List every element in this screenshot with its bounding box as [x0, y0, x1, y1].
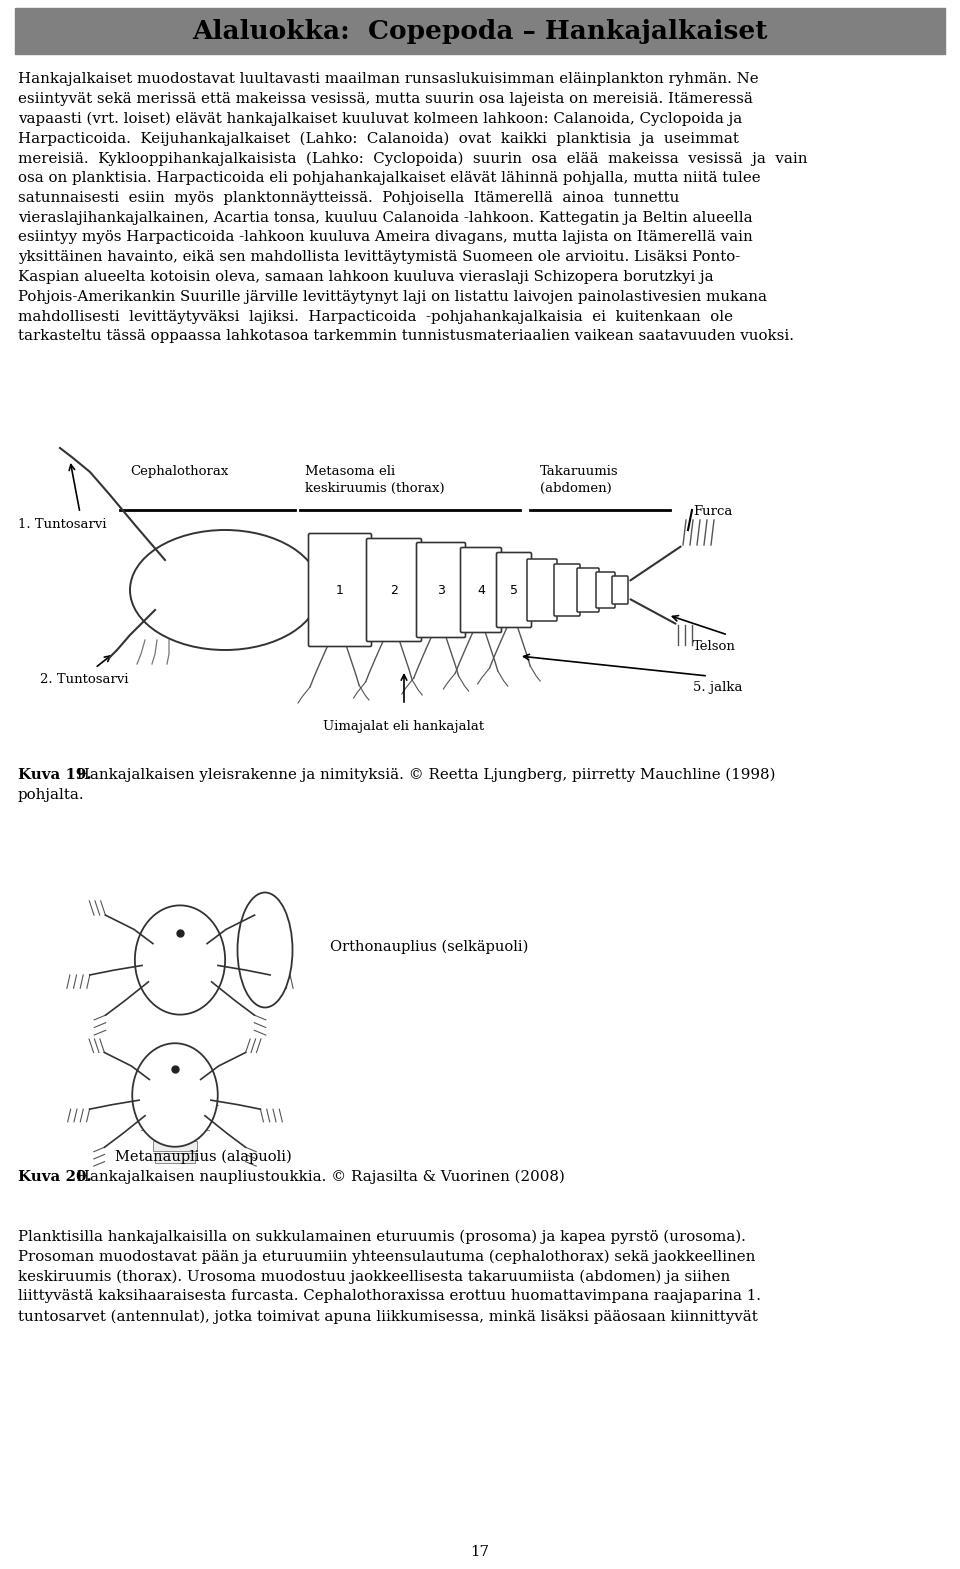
Text: keskiruumis (thorax). Urosoma muodostuu jaokkeellisesta takaruumiista (abdomen) : keskiruumis (thorax). Urosoma muodostuu … [18, 1269, 731, 1283]
Ellipse shape [130, 530, 320, 650]
Bar [153, 1141, 197, 1150]
Text: Takaruumis: Takaruumis [540, 464, 618, 479]
Text: tarkasteltu tässä oppaassa lahkotasoa tarkemmin tunnistusmateriaalien vaikean sa: tarkasteltu tässä oppaassa lahkotasoa ta… [18, 329, 794, 344]
FancyBboxPatch shape [527, 559, 557, 621]
Text: Planktisilla hankajalkaisilla on sukkulamainen eturuumis (prosoma) ja kapea pyrs: Planktisilla hankajalkaisilla on sukkula… [18, 1230, 746, 1244]
Text: Telson: Telson [693, 640, 736, 653]
FancyBboxPatch shape [596, 573, 615, 609]
Text: Uimajalat eli hankajalat: Uimajalat eli hankajalat [324, 720, 485, 733]
Text: Kuva 19.: Kuva 19. [18, 767, 91, 781]
Bar [151, 1128, 199, 1138]
Ellipse shape [134, 905, 226, 1015]
Text: Cephalothorax: Cephalothorax [130, 464, 228, 479]
Text: Orthonauplius (selkäpuoli): Orthonauplius (selkäpuoli) [330, 940, 528, 954]
Text: Metanauplius (alapuoli): Metanauplius (alapuoli) [115, 1150, 292, 1164]
Text: 3: 3 [437, 584, 444, 596]
Text: Hankajalkaisen yleisrakenne ja nimityksiä. © Reetta Ljungberg, piirretty Mauchli: Hankajalkaisen yleisrakenne ja nimityksi… [72, 767, 776, 783]
Text: (abdomen): (abdomen) [540, 482, 612, 494]
Text: esiintyy myös Harpacticoida -lahkoon kuuluva Ameira divagans, mutta lajista on I: esiintyy myös Harpacticoida -lahkoon kuu… [18, 231, 753, 245]
Text: Furca: Furca [693, 505, 732, 518]
Text: mahdollisesti  levittäytyväksi  lajiksi.  Harpacticoida  -pohjahankajalkaisia  e: mahdollisesti levittäytyväksi lajiksi. H… [18, 309, 733, 323]
Text: Hankajalkaisen naupliustoukkia. © Rajasilta & Vuorinen (2008): Hankajalkaisen naupliustoukkia. © Rajasi… [72, 1170, 564, 1185]
Text: Kaspian alueelta kotoisin oleva, samaan lahkoon kuuluva vieraslaji Schizopera bo: Kaspian alueelta kotoisin oleva, samaan … [18, 270, 713, 284]
Text: 4: 4 [477, 584, 485, 596]
Text: Alaluokka:  Copepoda – Hankajalkaiset: Alaluokka: Copepoda – Hankajalkaiset [192, 19, 768, 44]
Text: vieraslajihankajalkainen, Acartia tonsa, kuuluu Calanoida -lahkoon. Kattegatin j: vieraslajihankajalkainen, Acartia tonsa,… [18, 210, 753, 224]
Text: 5: 5 [510, 584, 518, 596]
Text: tuntosarvet (antennulat), jotka toimivat apuna liikkumisessa, minkä lisäksi pääo: tuntosarvet (antennulat), jotka toimivat… [18, 1309, 757, 1324]
Text: esiintyvät sekä merissä että makeissa vesissä, mutta suurin osa lajeista on mere: esiintyvät sekä merissä että makeissa ve… [18, 93, 753, 105]
Text: 2. Tuntosarvi: 2. Tuntosarvi [40, 673, 129, 686]
Ellipse shape [237, 893, 293, 1007]
Bar [155, 1153, 195, 1163]
Bar [150, 1116, 201, 1125]
Bar [15, 8, 945, 53]
FancyBboxPatch shape [417, 543, 466, 637]
Text: Kuva 20.: Kuva 20. [18, 1170, 92, 1185]
Text: satunnaisesti  esiin  myös  planktonnäytteissä.  Pohjoisella  Itämerellä  ainoa : satunnaisesti esiin myös planktonnäyttei… [18, 191, 680, 206]
Text: Pohjois-Amerikankin Suurille järville levittäytynyt laji on listattu laivojen pa: Pohjois-Amerikankin Suurille järville le… [18, 290, 767, 304]
FancyBboxPatch shape [461, 548, 501, 632]
Text: 2: 2 [390, 584, 398, 596]
Text: yksittäinen havainto, eikä sen mahdollista levittäytymistä Suomeen ole arvioitu.: yksittäinen havainto, eikä sen mahdollis… [18, 249, 740, 264]
Text: liittyvästä kaksihaaraisesta furcasta. Cephalothoraxissa erottuu huomattavimpana: liittyvästä kaksihaaraisesta furcasta. C… [18, 1290, 761, 1304]
FancyBboxPatch shape [577, 568, 599, 612]
FancyBboxPatch shape [612, 576, 628, 604]
Text: 17: 17 [470, 1545, 490, 1560]
Text: mereisiä.  Kyklooppihankajalkaisista  (Lahko:  Cyclopoida)  suurin  osa  elää  m: mereisiä. Kyklooppihankajalkaisista (Lah… [18, 151, 807, 166]
Ellipse shape [132, 1043, 218, 1147]
Text: Harpacticoida.  Keijuhankajalkaiset  (Lahko:  Calanoida)  ovat  kaikki  planktis: Harpacticoida. Keijuhankajalkaiset (Lahk… [18, 132, 739, 146]
Text: Metasoma eli: Metasoma eli [305, 464, 396, 479]
FancyBboxPatch shape [496, 552, 532, 628]
Text: 1. Tuntosarvi: 1. Tuntosarvi [18, 518, 107, 530]
FancyBboxPatch shape [367, 538, 421, 642]
Text: keskiruumis (thorax): keskiruumis (thorax) [305, 482, 444, 494]
Text: Hankajalkaiset muodostavat luultavasti maailman runsaslukuisimman eläinplankton : Hankajalkaiset muodostavat luultavasti m… [18, 72, 758, 86]
FancyBboxPatch shape [308, 533, 372, 646]
FancyBboxPatch shape [554, 563, 580, 617]
Text: Prosoman muodostavat pään ja eturuumiin yhteensulautuma (cephalothorax) sekä jao: Prosoman muodostavat pään ja eturuumiin … [18, 1250, 756, 1265]
Text: pohjalta.: pohjalta. [18, 788, 84, 802]
Text: osa on planktisia. Harpacticoida eli pohjahankajalkaiset elävät lähinnä pohjalla: osa on planktisia. Harpacticoida eli poh… [18, 171, 760, 185]
Text: vapaasti (vrt. loiset) elävät hankajalkaiset kuuluvat kolmeen lahkoon: Calanoida: vapaasti (vrt. loiset) elävät hankajalka… [18, 111, 742, 126]
Text: 1: 1 [336, 584, 344, 596]
Text: 5. jalka: 5. jalka [693, 681, 742, 693]
